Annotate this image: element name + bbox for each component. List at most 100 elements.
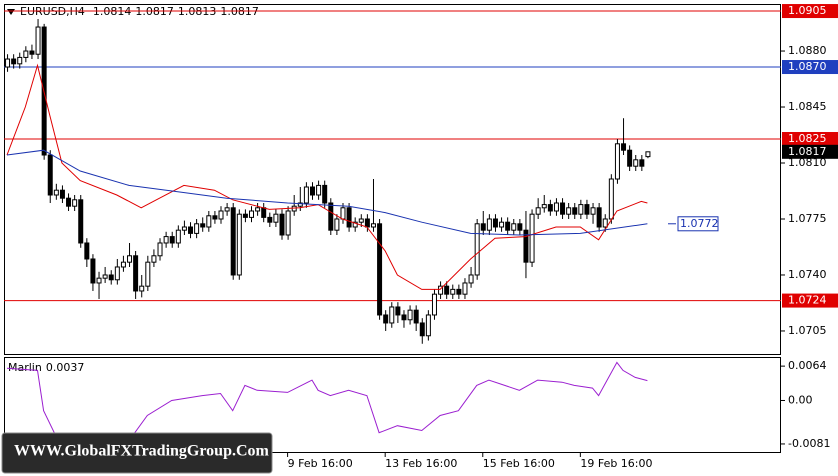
candle-body xyxy=(90,258,96,284)
x-tick-label: 9 Feb 16:00 xyxy=(288,457,353,470)
candle-body xyxy=(29,50,35,55)
candle-body xyxy=(499,221,505,228)
y-tick-label: 1.0810 xyxy=(788,156,827,169)
candle-body xyxy=(133,255,139,292)
candle-body xyxy=(523,229,529,263)
candle-body xyxy=(413,309,419,324)
y-tick-label: 0.0064 xyxy=(788,359,827,372)
candle-body xyxy=(541,204,547,209)
candle-body xyxy=(224,207,230,212)
level-label-bg xyxy=(782,4,838,19)
indicator-name: Marlin xyxy=(8,361,42,374)
candle-body xyxy=(206,215,212,228)
indicator-panel xyxy=(4,357,781,453)
candle-body xyxy=(492,218,498,228)
x-tick-label: 13 Feb 16:00 xyxy=(385,457,457,470)
candle-body xyxy=(322,184,328,204)
series-line xyxy=(6,149,648,236)
candle-body xyxy=(151,255,157,263)
candle-body xyxy=(517,223,523,231)
candle-body xyxy=(364,218,370,228)
candle-body xyxy=(389,306,395,324)
candle-body xyxy=(212,215,218,220)
candle-body xyxy=(303,186,309,204)
candle-body xyxy=(535,207,541,215)
candle-body xyxy=(194,223,200,234)
candle-body xyxy=(181,226,187,231)
watermark-box xyxy=(1,432,273,474)
candle-body xyxy=(334,218,340,231)
level-label: 1.0724 xyxy=(788,294,827,307)
x-tick-label: 19 Feb 16:00 xyxy=(580,457,652,470)
candle-body xyxy=(346,207,352,228)
candle-body xyxy=(578,204,584,215)
candle-body xyxy=(169,236,175,244)
candle-body xyxy=(480,223,486,231)
candle-body xyxy=(114,266,120,281)
candle-body xyxy=(297,202,303,207)
y-tick-label: 1.0705 xyxy=(788,324,827,337)
candle-body xyxy=(285,210,291,236)
candle-body xyxy=(236,213,242,276)
candle-body xyxy=(444,285,450,295)
candle-body xyxy=(53,189,59,196)
ma-label: 1.0772 xyxy=(680,217,719,230)
candle-body xyxy=(108,274,114,281)
last-price-bg xyxy=(782,144,838,159)
candle-body xyxy=(84,242,90,260)
candle-body xyxy=(547,204,553,212)
x-tick-label: 15 Feb 16:00 xyxy=(483,457,555,470)
candle-body xyxy=(145,261,151,287)
candle-body xyxy=(200,223,206,228)
candle-body xyxy=(621,143,627,151)
candle-body xyxy=(553,202,559,212)
menu-arrow xyxy=(7,9,15,15)
candle-body xyxy=(639,159,645,167)
candle-body xyxy=(328,202,334,231)
candle-body xyxy=(35,26,41,55)
candle-body xyxy=(66,197,72,207)
candle-body xyxy=(11,58,17,65)
y-tick-label: 1.0845 xyxy=(788,100,827,113)
candle-body xyxy=(383,314,389,324)
candle-body xyxy=(273,213,279,223)
candle-body xyxy=(230,207,236,276)
candle-body xyxy=(23,50,29,58)
level-label: 1.0825 xyxy=(788,132,827,145)
candle-body xyxy=(560,202,566,215)
candle-body xyxy=(242,213,248,218)
candle-body xyxy=(309,186,315,196)
candle-body xyxy=(316,184,322,196)
candle-body xyxy=(59,189,65,199)
candle-body xyxy=(102,274,108,279)
candle-body xyxy=(511,223,517,231)
candle-body xyxy=(505,221,511,231)
candle-body xyxy=(96,277,102,284)
ma-label-box xyxy=(677,216,719,232)
candle-body xyxy=(72,199,78,207)
candle-body xyxy=(529,213,535,263)
candle-body xyxy=(431,293,437,316)
candle-body xyxy=(450,288,456,295)
level-label: 1.0870 xyxy=(788,60,827,73)
candle-body xyxy=(279,213,285,236)
series-line xyxy=(6,63,648,290)
indicator-title: Marlin 0.0037 xyxy=(8,361,84,374)
candle-body xyxy=(255,207,261,212)
candle-body xyxy=(175,229,181,244)
candle-body xyxy=(218,210,224,220)
y-tick-label: 0.00 xyxy=(788,393,813,406)
candle-body xyxy=(157,242,163,257)
candle-body xyxy=(47,154,53,196)
last-price-label: 1.0817 xyxy=(788,145,827,158)
candle-body xyxy=(127,255,133,263)
candle-body xyxy=(261,207,267,218)
candle-body xyxy=(419,322,425,337)
candle-body xyxy=(474,223,480,276)
y-tick-label: 1.0775 xyxy=(788,212,827,225)
candle-body xyxy=(608,178,614,220)
candle-body xyxy=(78,199,84,244)
y-tick-label: -0.0081 xyxy=(788,437,830,450)
indicator-value: 0.0037 xyxy=(46,361,85,374)
